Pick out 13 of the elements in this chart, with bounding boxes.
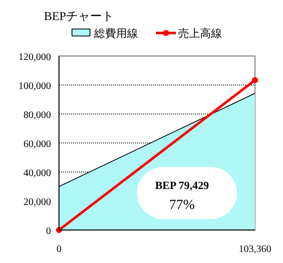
- y-tick-label: 60,000: [24, 139, 51, 150]
- y-tick-label: 40,000: [24, 168, 51, 179]
- legend-label: 売上高線: [178, 27, 222, 40]
- annotation: 77%: [169, 198, 196, 213]
- x-tick-label: 103,360: [238, 244, 272, 255]
- y-tick-label: 0: [46, 226, 51, 237]
- annotation: BEP 79,429: [155, 180, 210, 192]
- y-tick-label: 80,000: [24, 110, 51, 121]
- y-tick-label: 120,000: [18, 52, 51, 63]
- y-tick-label: 100,000: [18, 81, 51, 92]
- y-tick-label: 20,000: [24, 197, 51, 208]
- chart-title: BEPチャート: [44, 9, 114, 23]
- legend-label: 総費用線: [93, 27, 138, 40]
